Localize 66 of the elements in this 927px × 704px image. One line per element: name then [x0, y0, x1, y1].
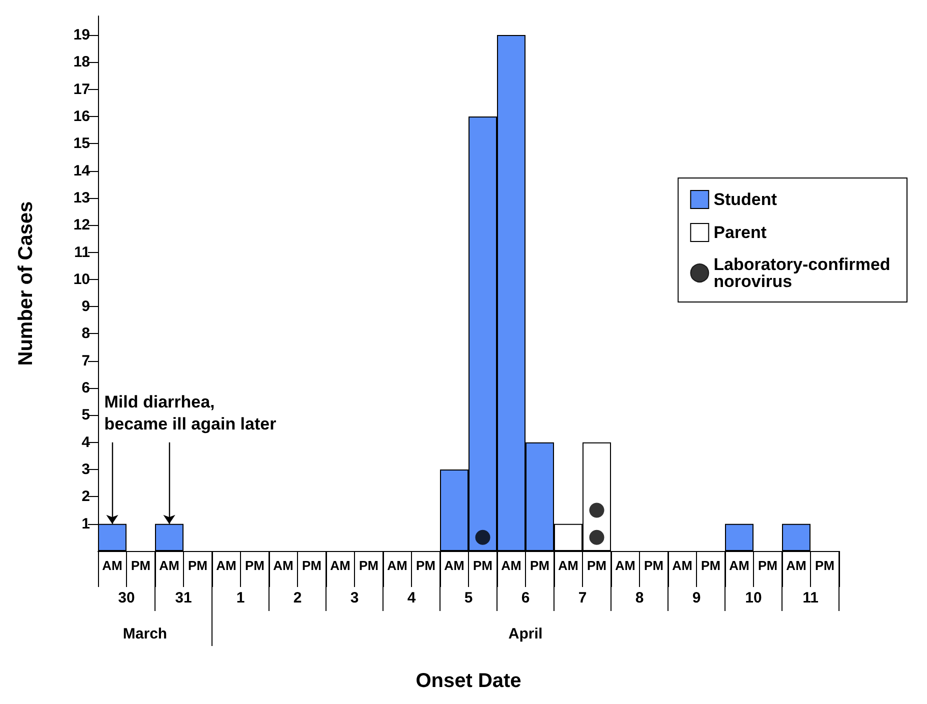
y-tick-label: 10	[73, 270, 90, 288]
text: 9	[692, 590, 701, 606]
x-tick-label: PM	[758, 558, 778, 573]
x-tick-label: PM	[188, 558, 208, 573]
y-tick-label: 2	[82, 488, 90, 506]
y-tick-label: 1	[82, 515, 90, 532]
x-tick-label: AM	[387, 558, 408, 573]
y-tick-label: 3	[82, 461, 90, 478]
y-tick-label: 9	[82, 298, 90, 316]
text: 3	[350, 590, 359, 606]
x-tick-label: AM	[786, 558, 806, 573]
x-tick-label: AM	[558, 558, 578, 573]
x-tick-label: PM	[473, 558, 492, 573]
legend-label: Laboratory-confirmed norovirus	[714, 255, 896, 291]
text: 8	[635, 590, 644, 606]
x-tick-label: AM	[330, 558, 350, 573]
x-tick-label: AM	[159, 558, 180, 573]
y-tick-label: 17	[73, 80, 90, 98]
legend-label: Student	[714, 190, 778, 209]
text: 1	[236, 590, 245, 606]
x-tick-label: PM	[416, 558, 436, 573]
x-tick-label: AM	[729, 558, 750, 573]
x-tick-label: PM	[644, 558, 664, 573]
x-tick-label: PM	[245, 558, 264, 573]
x-tick-label: PM	[530, 558, 550, 573]
x-tick-label: AM	[216, 558, 236, 573]
annotation: Mild diarrhea, became ill again later	[104, 392, 277, 434]
legend-label: Parent	[714, 223, 767, 242]
text: March	[122, 626, 168, 642]
x-tick-label: AM	[273, 558, 294, 573]
x-tick-label: AM	[102, 558, 122, 573]
x-tick-label: PM	[701, 558, 720, 573]
x-axis-title: Onset Date	[416, 670, 522, 692]
text: 30	[118, 590, 135, 606]
text: 5	[464, 590, 473, 606]
text: 10	[745, 590, 762, 606]
text: 6	[521, 590, 530, 606]
y-tick-label: 6	[82, 380, 90, 397]
x-tick-label: PM	[587, 558, 606, 573]
y-tick-label: 4	[82, 434, 91, 451]
text: 2	[293, 590, 302, 606]
y-axis-title: Number of Cases	[15, 201, 37, 366]
x-tick-label: AM	[672, 558, 692, 573]
x-tick-label: AM	[444, 558, 464, 573]
y-tick-label: 18	[73, 54, 90, 71]
x-tick-label: PM	[359, 558, 378, 573]
y-tick-label: 8	[82, 325, 90, 342]
y-tick-label: 11	[74, 244, 90, 261]
x-tick-label: AM	[615, 558, 636, 573]
text: 31	[175, 590, 192, 606]
text: 11	[802, 590, 818, 606]
x-tick-label: PM	[131, 558, 150, 573]
y-tick-label: 15	[73, 135, 90, 152]
y-tick-label: 7	[82, 352, 90, 370]
y-tick-label: 12	[73, 216, 90, 234]
x-tick-label: PM	[302, 558, 322, 573]
y-tick-label: 19	[73, 26, 90, 44]
y-tick-label: 14	[73, 162, 91, 180]
y-tick-label: 16	[73, 108, 90, 125]
y-tick-label: 13	[73, 189, 90, 206]
x-tick-label: PM	[815, 558, 834, 573]
y-tick-label: 5	[82, 406, 90, 424]
text: 4	[407, 590, 416, 606]
text: 7	[578, 590, 587, 606]
x-tick-label: AM	[501, 558, 522, 573]
text: April	[508, 626, 543, 642]
